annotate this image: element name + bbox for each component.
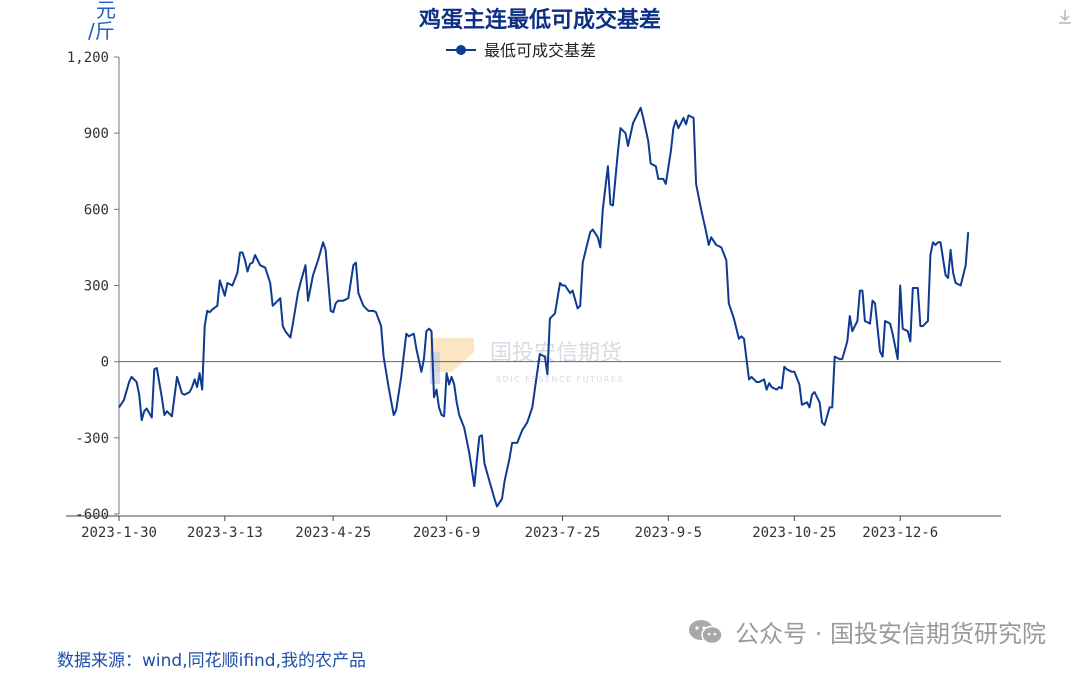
source-note: 数据来源：wind,同花顺ifind,我的农产品: [57, 651, 366, 671]
x-tick-label: 2023-3-13: [187, 525, 263, 541]
chart-canvas: 国投安信期货 SDIC ESSENCE FUTURES 鸡蛋主连最低可成交基差 …: [66, 0, 1001, 541]
legend[interactable]: 最低可成交基差: [446, 41, 596, 60]
y-tick-label: 900: [84, 126, 109, 142]
legend-label: 最低可成交基差: [484, 41, 596, 60]
y-tick-label: 1,200: [67, 50, 109, 66]
watermark: 国投安信期货 SDIC ESSENCE FUTURES: [430, 338, 624, 384]
x-tick-label: 2023-1-30: [81, 525, 157, 541]
wechat-icon: [689, 619, 723, 644]
unit-label-top: 元: [96, 0, 116, 22]
chart-title: 鸡蛋主连最低可成交基差: [418, 7, 661, 33]
series-line: [118, 106, 970, 508]
x-tick-label: 2023-12-6: [862, 525, 938, 541]
wechat-account: 公众号 · 国投安信期货研究院: [687, 614, 1046, 649]
y-tick-label: 0: [101, 355, 109, 371]
y-tick-label: -300: [75, 431, 109, 447]
x-ticks: 2023-1-30 2023-3-13 2023-4-25 2023-6-9 2023-…: [66, 515, 1001, 541]
x-tick-label: 2023-6-9: [413, 525, 480, 541]
x-tick-label: 2023-4-25: [295, 525, 371, 541]
x-tick-label: 2023-7-25: [525, 525, 601, 541]
y-ticks: -600 -300 0 300 600 900 1,200: [67, 50, 119, 523]
wechat-label: 公众号 · 国投安信期货研究院: [735, 620, 1046, 648]
watermark-en: SDIC ESSENCE FUTURES: [496, 375, 624, 384]
y-tick-label: 300: [84, 279, 109, 295]
watermark-cn: 国投安信期货: [490, 341, 622, 366]
unit-label-bottom: /斤: [88, 19, 115, 43]
watermark-logo-icon: [430, 338, 474, 372]
y-tick-label: -600: [75, 507, 109, 523]
x-tick-label: 2023-9-5: [635, 525, 702, 541]
download-icon[interactable]: [1056, 8, 1074, 26]
y-tick-label: 600: [84, 202, 109, 218]
x-tick-label: 2023-10-25: [752, 525, 836, 541]
legend-marker-icon: [456, 45, 466, 55]
